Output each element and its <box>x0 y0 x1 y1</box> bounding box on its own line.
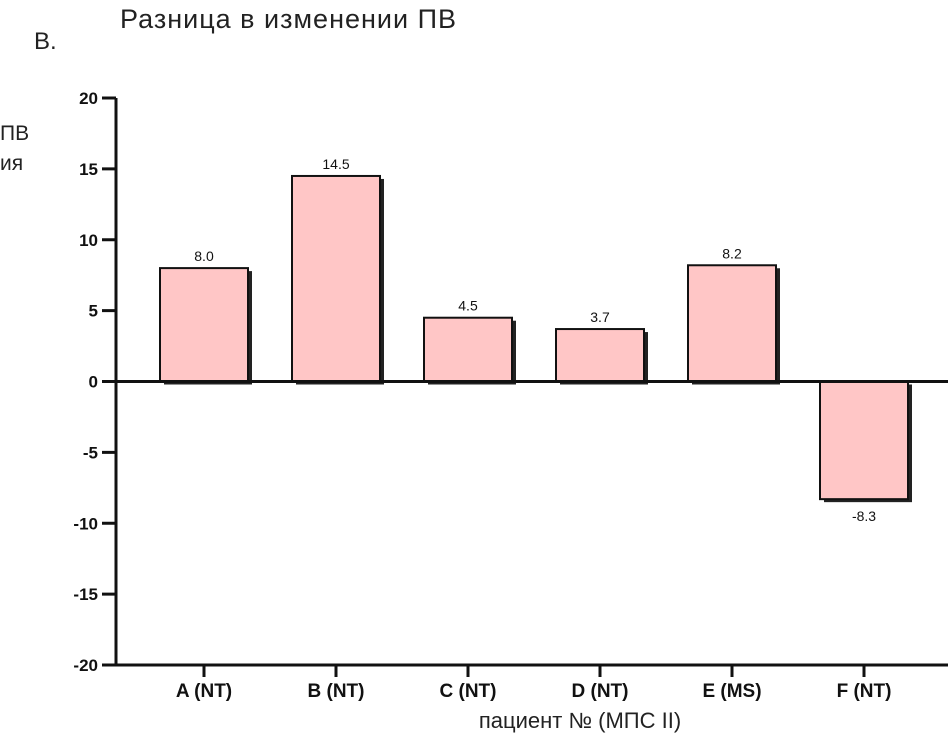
chart-title: Разница в изменении ПВ <box>120 4 457 34</box>
data-label: 8.2 <box>722 245 742 261</box>
data-label: 14.5 <box>322 156 349 172</box>
x-tick-label: F (NT) <box>837 681 892 702</box>
data-label: 3.7 <box>590 309 610 325</box>
x-tick-label: C (NT) <box>440 681 497 702</box>
y-tick-label: 0 <box>89 373 98 392</box>
x-tick-label: B (NT) <box>308 681 365 702</box>
data-label: -8.3 <box>852 508 876 524</box>
y-tick-label: -10 <box>73 514 98 533</box>
x-tick-label: E (MS) <box>702 681 761 702</box>
y-tick-label: 20 <box>79 89 98 108</box>
bar-5 <box>819 380 909 501</box>
y-tick-label: -5 <box>83 443 98 462</box>
y-tick-label: 5 <box>89 302 98 321</box>
panel-label: B. <box>34 28 57 55</box>
y-axis: 20 15 10 5 0 -5 -10 -15 -20 <box>73 89 118 675</box>
bar-4 <box>687 264 777 383</box>
y-tick-label: -20 <box>73 656 98 675</box>
bar-0 <box>159 267 249 383</box>
x-axis: A (NT) B (NT) C (NT) D (NT) E (MS) F (NT) <box>116 663 948 702</box>
x-tick-label: D (NT) <box>572 681 629 702</box>
y-axis-label-fragment-1: ПВ <box>0 122 30 145</box>
bar-2 <box>423 316 513 383</box>
bar-1 <box>291 174 381 383</box>
bars <box>159 174 912 503</box>
y-tick-label: 15 <box>79 160 98 179</box>
y-axis-label-fragment-2: ия <box>0 152 24 175</box>
x-axis-title: пациент № (МПС II) <box>479 708 681 733</box>
data-labels: 8.0 14.5 4.5 3.7 8.2 -8.3 <box>194 156 876 524</box>
y-tick-label: -15 <box>73 585 98 604</box>
bar-3 <box>555 328 645 383</box>
x-tick-label: A (NT) <box>176 681 232 702</box>
data-label: 4.5 <box>458 298 478 314</box>
y-tick-label: 10 <box>79 231 98 250</box>
data-label: 8.0 <box>194 248 214 264</box>
